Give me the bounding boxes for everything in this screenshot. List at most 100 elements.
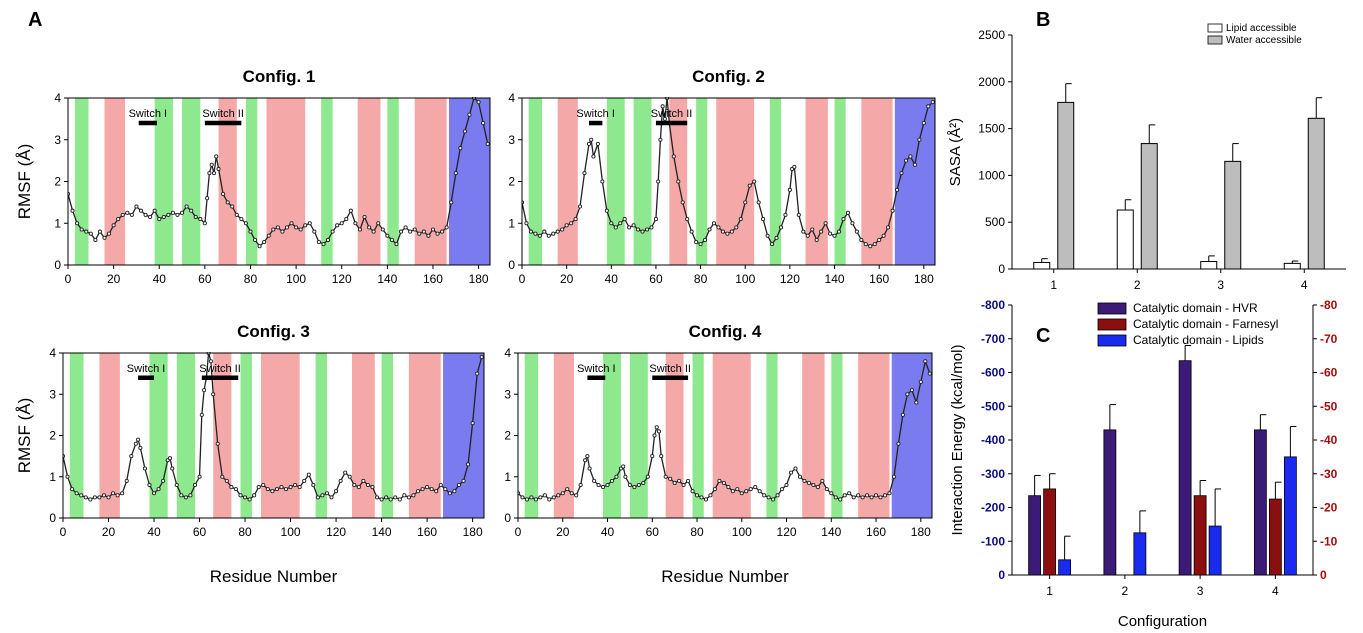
rmsf-point-70	[367, 225, 372, 230]
rmsf-point-33	[656, 179, 661, 184]
rmsf-point-28	[189, 208, 194, 213]
rmsf-point-68	[796, 212, 801, 217]
rmsf-point-75	[829, 491, 834, 496]
rmsf-point-41	[234, 212, 239, 217]
rmsf-point-9	[102, 235, 107, 240]
rmsf-point-4	[74, 491, 79, 496]
rmsf-point-8	[551, 231, 556, 236]
rmsf-point-28	[636, 227, 641, 232]
rmsf-point-88	[886, 225, 891, 230]
rmsf-point-89	[453, 171, 458, 176]
y-tick-label: 2500	[978, 28, 1005, 42]
sasa-bar-lipid-3	[1200, 261, 1218, 270]
rmsf-point-52	[729, 229, 734, 234]
rmsf-point-67	[793, 466, 798, 471]
rmsf-point-15	[578, 482, 583, 488]
rmsf-point-11	[560, 491, 565, 496]
energy-bar-lipids-2	[1133, 532, 1147, 576]
rmsf-point-95	[918, 379, 923, 384]
rmsf-point-21	[157, 217, 162, 222]
rmsf-point-93	[456, 482, 462, 488]
rmsf-point-89	[890, 208, 895, 213]
rmsf-point-47	[707, 227, 712, 232]
helix-region-3	[712, 353, 751, 518]
rmsf-point-50	[275, 225, 280, 230]
switch-i-label: Switch I	[577, 363, 616, 375]
rmsf-point-82	[421, 229, 426, 234]
rmsf-point-58	[753, 485, 758, 490]
x-axis-label: Residue Number	[661, 567, 789, 586]
rmsf-point-30	[644, 227, 650, 232]
x-tick-label: 120	[777, 525, 797, 539]
rmsf-point-79	[408, 229, 413, 234]
rmsf-point-19	[138, 445, 143, 450]
rmsf-point-7	[88, 497, 93, 502]
rmsf-point-92	[905, 392, 910, 397]
rmsf-point-70	[806, 480, 811, 485]
x-tick-label: 180	[469, 272, 489, 286]
strand-region-6	[387, 98, 399, 265]
rmsf-point-62	[330, 229, 335, 234]
switch-ii-label: Switch II	[649, 363, 691, 375]
rmsf-point-27	[631, 223, 636, 228]
rmsf-markers	[63, 352, 484, 502]
strand-region-2	[154, 98, 173, 265]
helix-region-3	[266, 98, 306, 265]
rmsf-point-61	[311, 482, 316, 488]
right-y-tick-label: -60	[1320, 366, 1338, 380]
right-y-tick-label: -80	[1320, 298, 1338, 312]
rmsf-point-26	[167, 456, 173, 461]
rmsf-point-85	[420, 487, 425, 492]
strand-region-1	[524, 353, 539, 518]
y-tick-label: 2000	[978, 75, 1005, 89]
rmsf-point-3	[70, 487, 75, 492]
rmsf-point-25	[622, 217, 627, 222]
rmsf-point-4	[529, 495, 534, 500]
x-tick-label: 140	[825, 272, 845, 286]
rmsf-point-68	[343, 470, 348, 475]
rmsf-point-52	[270, 489, 275, 494]
y-tick-label: 3	[508, 133, 515, 147]
rmsf-point-6	[83, 495, 88, 500]
rmsf-point-16	[129, 454, 134, 459]
switch-ii-label: Switch II	[199, 363, 241, 375]
rmsf-point-83	[863, 242, 868, 247]
rmsf-point-91	[899, 171, 904, 176]
rmsf-markers	[518, 359, 932, 502]
rmsf-point-70	[805, 233, 810, 238]
rmsf-point-47	[703, 497, 709, 502]
rmsf-point-44	[694, 239, 699, 245]
strand-region-2	[603, 353, 621, 518]
x-axis-label: Configuration	[1118, 613, 1207, 630]
rmsf-point-97	[927, 371, 932, 376]
rmsf-point-39	[671, 154, 676, 159]
rmsf-point-11	[111, 223, 116, 228]
x-tick-label: 3	[1217, 278, 1224, 292]
rmsf-point-98	[930, 100, 935, 105]
rmsf-point-56	[288, 485, 293, 490]
y-tick-label: 1	[49, 470, 56, 484]
rmsf-point-29	[632, 485, 637, 490]
rmsf-point-26	[180, 210, 185, 215]
rmsf-point-77	[838, 497, 843, 502]
energy-bar-farnesyl-1	[1043, 488, 1057, 576]
rmsf-point-50	[717, 478, 722, 483]
rmsf-point-44	[690, 489, 695, 494]
rmsf-point-13	[120, 212, 125, 217]
x-tick-label: 60	[198, 272, 212, 286]
x-tick-label: 60	[193, 525, 207, 539]
rmsf-point-35	[202, 388, 207, 393]
y-tick-label: 3	[504, 387, 511, 401]
legend-label: Water accessible	[1226, 35, 1302, 46]
rmsf-point-19	[595, 141, 600, 146]
rmsf-point-4	[79, 227, 84, 232]
rmsf-point-91	[462, 129, 467, 134]
rmsf-point-71	[810, 227, 815, 232]
sasa-bar-lipid-1	[1033, 261, 1051, 270]
rmsf-point-61	[766, 495, 771, 500]
interaction-energy-chart: 0 -100 -200 -300 -400 -500 -600 -700 -800 0 -10 -20…	[949, 298, 1338, 630]
rmsf-point-36	[662, 116, 667, 121]
helix-region-2	[213, 353, 232, 518]
rmsf-point-89	[438, 482, 443, 488]
